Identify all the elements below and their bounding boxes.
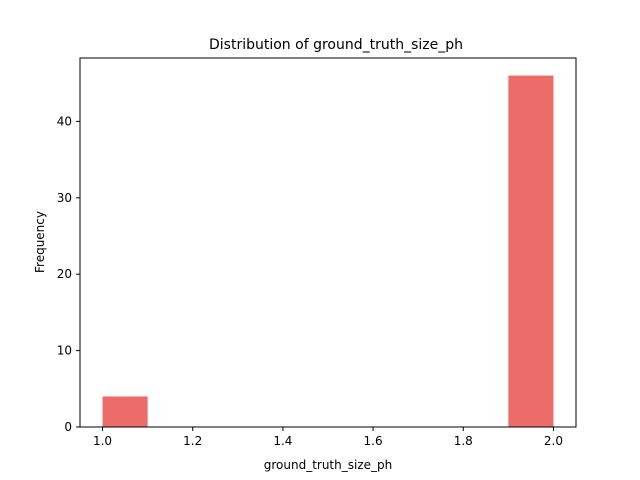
- y-tick-label: 0: [64, 420, 72, 434]
- y-tick-label: 10: [57, 344, 72, 358]
- x-tick-label: 2.0: [544, 434, 563, 448]
- x-tick-label: 1.4: [273, 434, 292, 448]
- x-axis-label: ground_truth_size_ph: [264, 458, 393, 472]
- x-tick-label: 1.8: [454, 434, 473, 448]
- x-tick-label: 1.6: [364, 434, 383, 448]
- x-tick-label: 1.2: [183, 434, 202, 448]
- bars-group: [102, 75, 554, 428]
- histogram-bar-9: [508, 75, 554, 428]
- y-tick-label: 30: [57, 191, 72, 205]
- y-axis-ticks: 0 10 20 30 40: [57, 114, 80, 434]
- x-axis-ticks: 1.0 1.2 1.4 1.6 1.8 2.0: [93, 427, 563, 448]
- chart-title: Distribution of ground_truth_size_ph: [209, 37, 463, 53]
- x-tick-label: 1.0: [93, 434, 112, 448]
- y-axis-label: Frequency: [33, 211, 47, 273]
- y-tick-label: 40: [57, 114, 72, 128]
- y-tick-label: 20: [57, 267, 72, 281]
- plot-frame: [79, 57, 577, 428]
- histogram-bar-0: [102, 396, 148, 427]
